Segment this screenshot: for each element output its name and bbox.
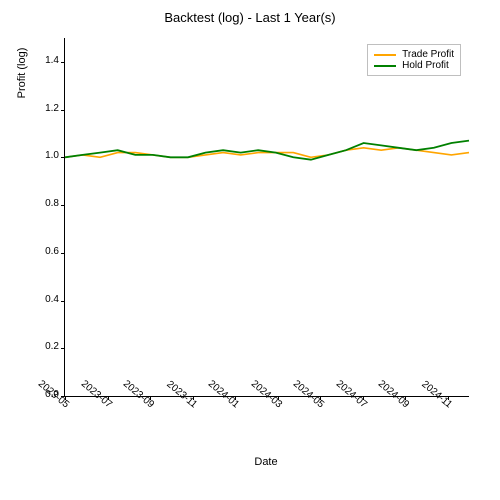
chart-title: Backtest (log) - Last 1 Year(s) [0, 10, 500, 25]
legend-label: Hold Profit [402, 60, 449, 71]
series-line [65, 141, 469, 160]
legend-item: Hold Profit [374, 60, 454, 71]
y-tick-label: 0.2 [27, 341, 59, 352]
y-tick-label: 0.6 [27, 246, 59, 257]
legend: Trade ProfitHold Profit [367, 44, 461, 76]
legend-swatch [374, 65, 396, 67]
y-tick-label: 0.4 [27, 294, 59, 305]
legend-label: Trade Profit [402, 49, 454, 60]
x-axis-label: Date [64, 456, 468, 468]
legend-item: Trade Profit [374, 49, 454, 60]
y-tick-label: 0.8 [27, 198, 59, 209]
y-tick-label: 1.4 [27, 55, 59, 66]
plot-area: Trade ProfitHold Profit 0.00.20.40.60.81… [64, 38, 469, 397]
y-axis-label: Profit (log) [16, 0, 28, 252]
y-tick-label: 1.0 [27, 150, 59, 161]
legend-swatch [374, 54, 396, 56]
line-plot-svg [65, 38, 469, 396]
y-tick-label: 1.2 [27, 103, 59, 114]
chart-container: Backtest (log) - Last 1 Year(s) Profit (… [0, 0, 500, 500]
